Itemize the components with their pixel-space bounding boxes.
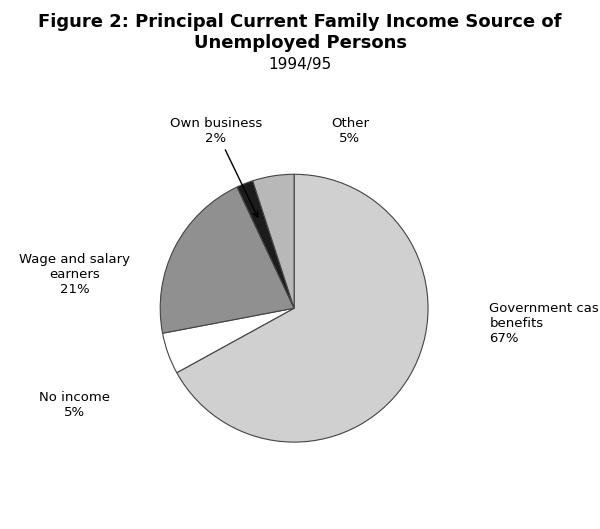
Wedge shape	[160, 187, 294, 333]
Wedge shape	[163, 308, 294, 373]
Wedge shape	[177, 174, 428, 442]
Text: Unemployed Persons: Unemployed Persons	[193, 34, 407, 52]
Text: Own business
2%: Own business 2%	[170, 116, 262, 217]
Text: 1994/95: 1994/95	[268, 57, 332, 71]
Text: Other
5%: Other 5%	[331, 116, 369, 144]
Text: Wage and salary
earners
21%: Wage and salary earners 21%	[19, 253, 130, 296]
Text: No income
5%: No income 5%	[39, 391, 110, 419]
Wedge shape	[253, 174, 294, 308]
Text: Figure 2: Principal Current Family Income Source of: Figure 2: Principal Current Family Incom…	[38, 13, 562, 31]
Text: Government cash
benefits
67%: Government cash benefits 67%	[490, 302, 600, 344]
Wedge shape	[237, 181, 294, 308]
